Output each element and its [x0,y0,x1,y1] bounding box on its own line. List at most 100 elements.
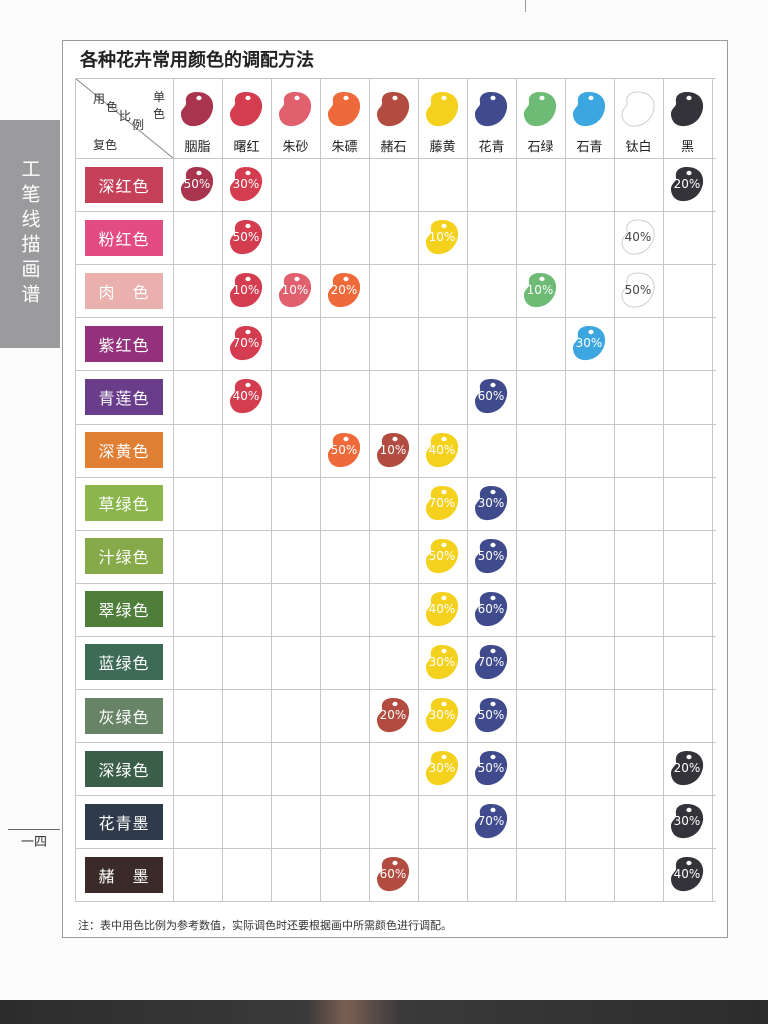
mix-ratio-value: 50% [477,761,505,776]
mix-ratio-palette-icon: 30% [424,749,460,787]
mix-ratio-palette-icon: 50% [228,218,264,256]
grid-column-line [369,78,370,901]
grid-row-line [75,689,716,690]
mix-ratio-palette-icon: 50% [473,696,509,734]
mix-ratio-value: 70% [428,495,456,510]
mix-ratio-value: 20% [673,177,701,191]
pigment-name: 曙红 [233,140,260,155]
single-color-char: 单 [153,90,166,104]
pigment-swatch-icon [424,90,460,128]
pigment-swatch-icon [228,90,264,128]
grid-column-line [418,78,419,901]
mix-ratio-value: 30% [428,708,456,722]
mix-ratio-value: 50% [477,548,505,563]
single-color-char: 色 [153,107,166,121]
mix-ratio-value: 30% [428,761,456,776]
mix-ratio-value: 10% [379,442,407,457]
bottom-scan-edge [0,1000,768,1024]
compound-color-label: 紫红色 [85,325,163,362]
pigment-name: 石绿 [527,140,554,155]
mix-ratio-value: 50% [183,177,211,191]
mix-ratio-value: 50% [624,283,652,298]
mix-ratio-value: 30% [673,814,701,829]
mix-ratio-palette-icon: 30% [669,802,705,840]
mix-ratio-value: 60% [477,389,505,404]
mix-ratio-palette-icon: 30% [473,484,509,522]
grid-row-line [75,317,716,319]
page-number: 一四 [8,829,60,850]
grid-column-line [222,78,223,901]
mix-ratio-palette-icon: 30% [424,643,460,681]
mix-ratio-palette-icon: 50% [424,537,460,575]
compound-color-label: 粉红色 [85,219,163,256]
pigment-name: 石青 [576,140,603,155]
mix-ratio-palette-icon: 10% [424,218,460,256]
grid-row-line [75,901,716,903]
mix-ratio-value: 40% [428,442,456,457]
mix-ratio-palette-icon: 30% [228,165,264,203]
mix-ratio-palette-icon: 10% [375,431,411,469]
compound-color-label: 深绿色 [85,750,163,787]
pigment-name: 钛白 [625,140,652,155]
mix-ratio-value: 40% [673,867,701,882]
mix-ratio-palette-icon: 50% [473,749,509,787]
grid-column-line [173,78,174,901]
grid-row-line [75,158,716,159]
mix-ratio-value: 70% [477,814,505,829]
pigment-name: 花青 [478,140,505,155]
compound-color-label: 汁绿色 [85,538,163,575]
grid-row-line [75,742,716,744]
side-tab-text: 工笔线描画谱 [18,159,41,309]
mix-ratio-palette-icon: 20% [375,696,411,734]
mix-ratio-palette-icon: 70% [473,643,509,681]
usage-ratio-char: 色 [106,100,119,114]
grid-row-line [75,848,716,850]
mix-ratio-value: 50% [477,708,505,722]
compound-color-label: 复色 [93,138,118,152]
grid-column-line [271,78,272,901]
mix-ratio-palette-icon: 10% [228,271,264,309]
pigment-name: 黑 [680,140,694,155]
mix-ratio-value: 30% [232,177,260,191]
mix-ratio-value: 50% [428,548,456,563]
mix-ratio-palette-icon: 20% [326,271,362,309]
mix-ratio-value: 20% [330,283,358,298]
compound-color-label: 赭 墨 [85,856,163,893]
pigment-swatch-icon [571,90,607,128]
usage-ratio-char: 比 [119,109,132,123]
mix-ratio-palette-icon: 50% [620,271,656,309]
footnote: 注：表中用色比例为参考数值，实际调色时还要根据画中所需颜色进行调配。 [78,919,452,932]
grid-row-line [75,211,716,213]
grid-row-line [75,795,716,797]
compound-color-label: 肉 色 [85,272,163,309]
mix-ratio-palette-icon: 10% [277,271,313,309]
usage-ratio-char: 用 [93,92,106,106]
compound-color-label: 深黄色 [85,432,163,468]
grid-row-line [75,476,716,478]
grid-column-line [565,78,566,901]
pigment-name: 藤黄 [429,140,456,155]
mix-ratio-palette-icon: 50% [473,537,509,575]
pigment-swatch-icon [326,90,362,128]
mix-ratio-palette-icon: 40% [620,218,656,256]
mix-ratio-value: 30% [428,654,456,669]
mix-ratio-palette-icon: 40% [669,855,705,893]
grid-column-line [75,78,76,901]
grid-column-line [712,78,713,901]
mix-ratio-value: 30% [477,495,505,510]
mix-ratio-palette-icon: 50% [179,165,215,203]
mix-ratio-value: 20% [673,761,701,776]
pigment-name: 胭脂 [184,140,211,155]
pigment-swatch-icon [620,90,656,128]
mix-ratio-palette-icon: 10% [522,271,558,309]
corner-diagonal [75,78,173,158]
mix-ratio-value: 20% [379,708,407,722]
mix-ratio-palette-icon: 70% [424,484,460,522]
usage-ratio-char: 例 [132,118,145,132]
mix-ratio-value: 60% [379,867,407,882]
grid-row-line [75,78,716,79]
compound-color-label: 深红色 [85,166,163,203]
mix-ratio-value: 10% [428,230,456,245]
mix-ratio-value: 50% [330,442,358,457]
compound-color-label: 翠绿色 [85,591,163,628]
